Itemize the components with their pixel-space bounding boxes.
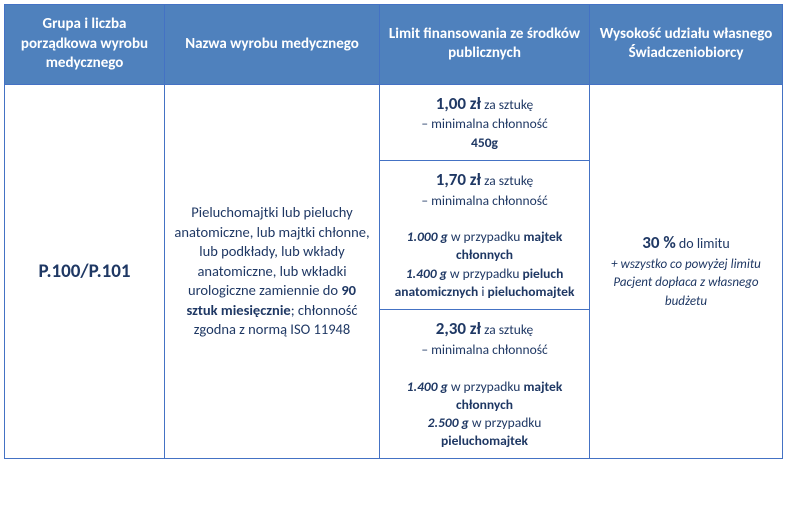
limit3-per: za sztukę [481,321,533,338]
limit2-l2b2: pieluchomajtek [487,283,574,300]
limit3-l1t: w przypadku [448,378,524,395]
limit-cell-1: 1,00 zł za sztukę – minimalna chłonność … [380,84,590,160]
share-note: + wszystko co powyżej limitu Pacjent dop… [611,257,761,310]
header-name: Nazwa wyrobu medycznego [165,5,380,85]
header-share: Wysokość udziału własnego Świadczeniobio… [590,5,783,85]
share-pct: 30 % [642,232,675,253]
limit3-l2g: 2.500 g [428,414,469,431]
limit2-price: 1,70 zł [436,169,481,190]
limit3-l2t: w przypadku [469,414,542,431]
header-limit: Limit finansowania ze środków publicznyc… [380,5,590,85]
limit3-price: 2,30 zł [436,318,481,339]
limit3-l1g: 1.400 g [407,378,448,395]
table-row: P.100/P.101 Pieluchomajtki lub pieluchy … [5,84,783,160]
limit1-sub: – minimalna chłonność [421,115,547,132]
limit-cell-2: 1,70 zł za sztukę – minimalna chłonność … [380,160,590,309]
limit1-price: 1,00 zł [436,93,481,114]
limit-cell-3: 2,30 zł za sztukę – minimalna chłonność … [380,310,590,459]
share-cell: 30 % do limitu + wszystko co powyżej lim… [590,84,783,459]
header-row: Grupa i liczba porządkowa wyrobu medyczn… [5,5,783,85]
reimbursement-table: Grupa i liczba porządkowa wyrobu medyczn… [4,4,783,459]
group-code: P.100/P.101 [38,260,130,283]
limit2-l1t: w przypadku [448,228,524,245]
header-group: Grupa i liczba porządkowa wyrobu medyczn… [5,5,165,85]
limit2-l2t: w przypadku [447,265,523,282]
limit2-sub: – minimalna chłonność [421,192,547,209]
limit1-g: 450g [471,134,498,151]
limit2-l2g: 1.400 g [406,265,447,282]
limit1-per: za sztukę [481,96,533,113]
group-code-cell: P.100/P.101 [5,84,165,459]
limit3-sub: – minimalna chłonność [421,341,547,358]
limit2-per: za sztukę [481,172,533,189]
limit2-l1g: 1.000 g [407,228,448,245]
share-pct-suffix: do limitu [676,235,730,252]
limit3-l2b: pieluchomajtek [441,432,528,449]
product-name-cell: Pieluchomajtki lub pieluchy anatomiczne,… [165,84,380,459]
